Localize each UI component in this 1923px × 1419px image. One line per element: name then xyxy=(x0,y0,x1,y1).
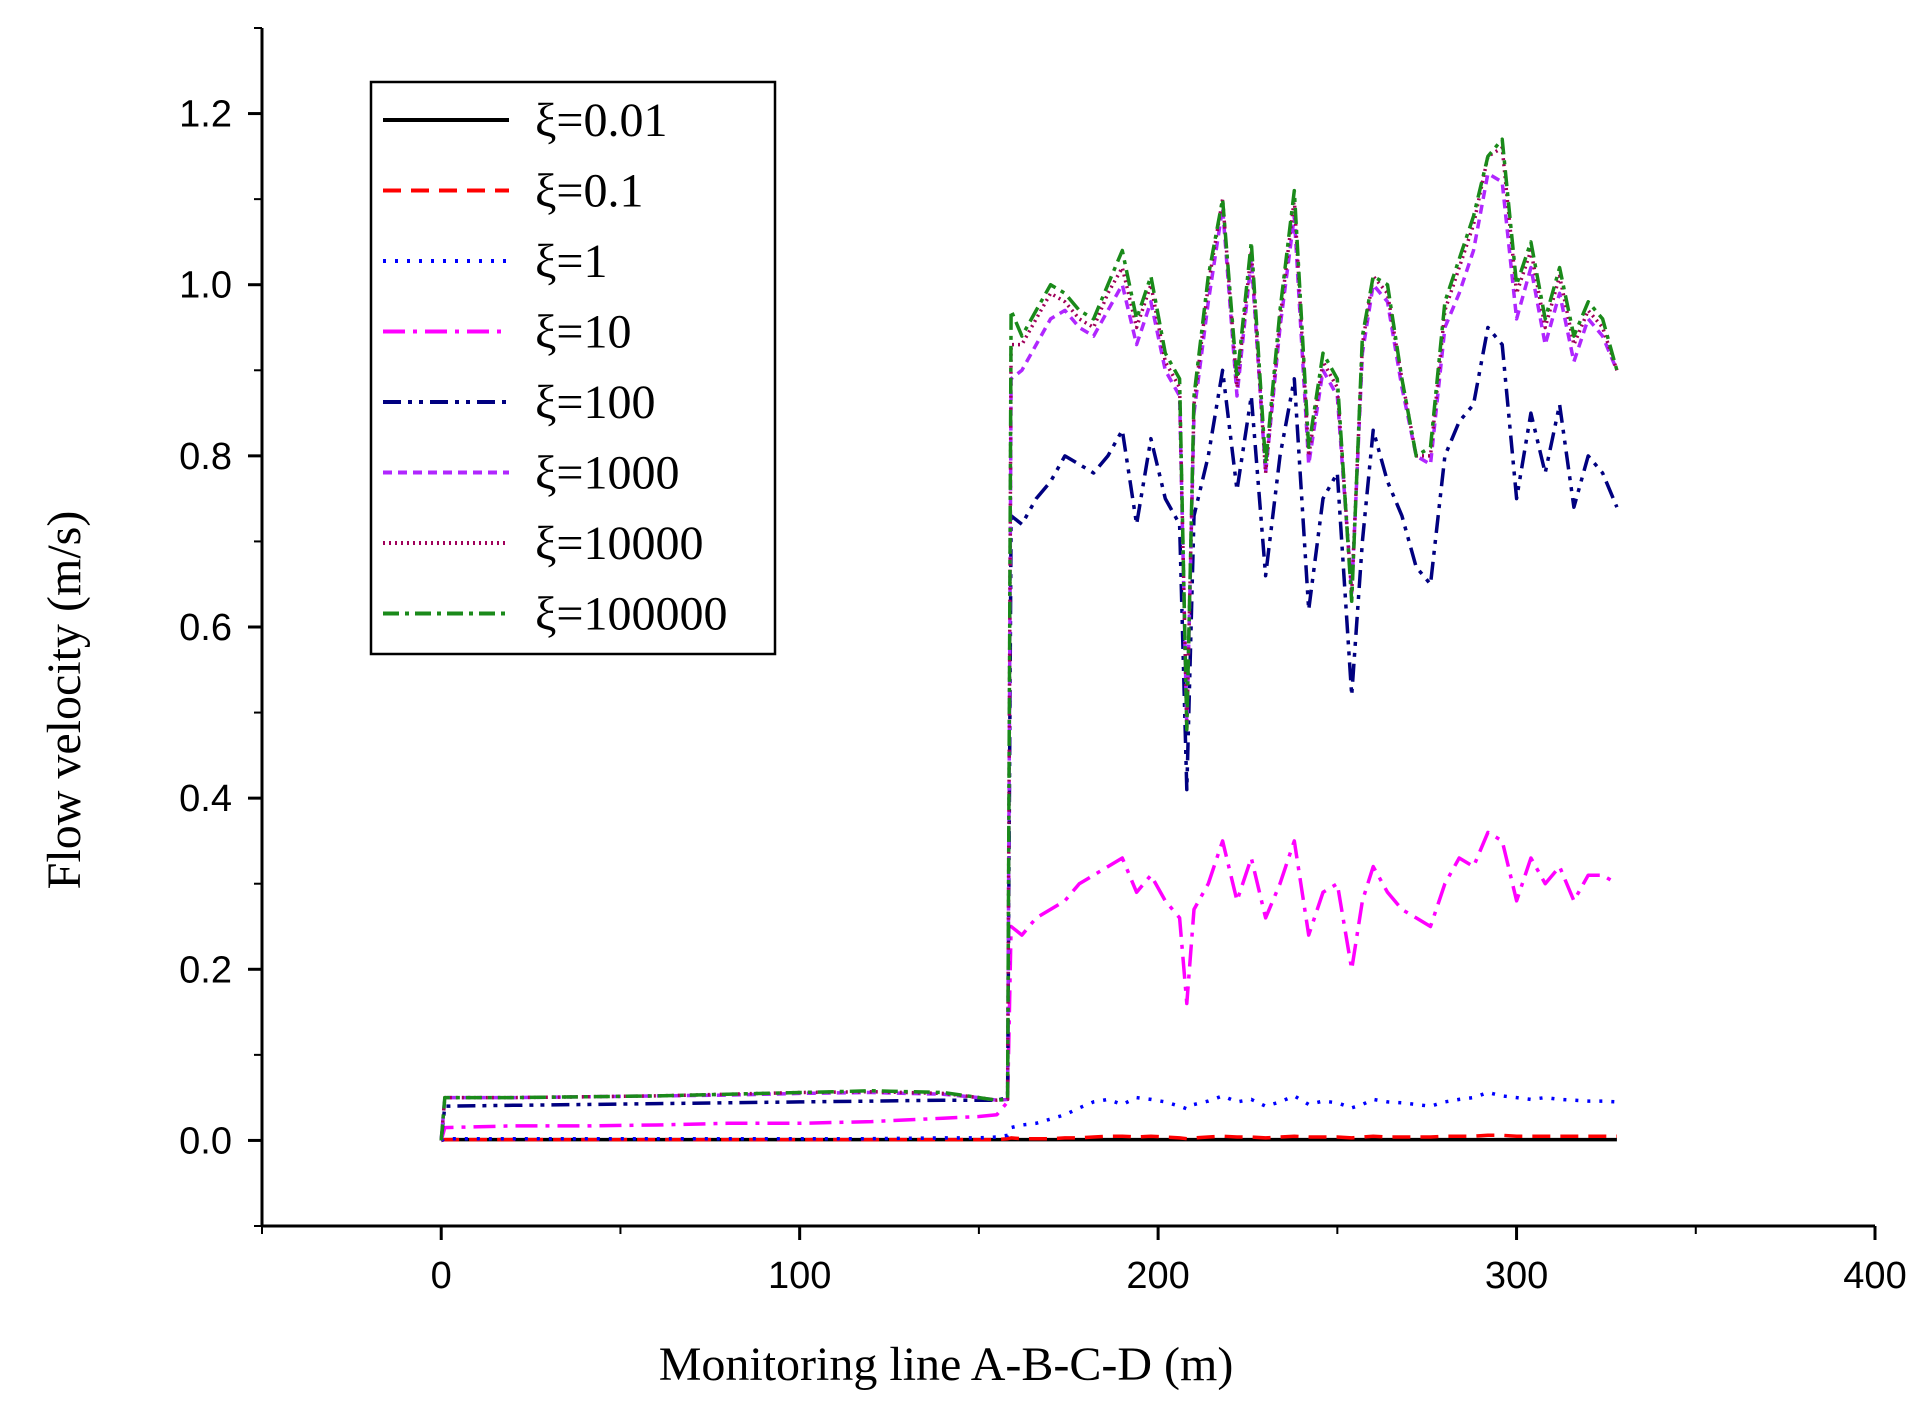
x-axis-title: Monitoring line A-B-C-D (m) xyxy=(659,1338,1234,1391)
x-tick-label: 400 xyxy=(1843,1255,1906,1297)
legend-label: ξ=100000 xyxy=(535,588,727,641)
y-tick-label: 0.0 xyxy=(179,1120,232,1162)
x-tick-label: 0 xyxy=(431,1255,452,1297)
axis-ticks: 0.0 0.2 0.4 0.6 0.8 1.0 1.2 0 100 200 300 400 xyxy=(179,27,1907,1297)
y-tick-label: 1.0 xyxy=(179,265,232,307)
y-tick-label: 0.4 xyxy=(179,778,232,820)
legend-label: ξ=100 xyxy=(535,376,655,429)
legend-label: ξ=1000 xyxy=(535,447,679,500)
legend: ξ=0.01 ξ=0.1 ξ=1 ξ=10 ξ=100 ξ=1000 ξ=10000 ξ=10… xyxy=(369,80,777,656)
legend-label: ξ=0.1 xyxy=(535,165,643,218)
series-line xyxy=(439,137,1619,1141)
legend-label: ξ=0.01 xyxy=(535,94,667,147)
x-tick-label: 200 xyxy=(1126,1255,1189,1297)
y-tick-label: 0.2 xyxy=(179,949,232,991)
y-tick-label: 1.2 xyxy=(179,94,232,136)
legend-label: ξ=10000 xyxy=(535,517,703,570)
series-line xyxy=(439,830,1618,1141)
plot-lines xyxy=(439,137,1619,1143)
axes: 0.0 0.2 0.4 0.6 0.8 1.0 1.2 0 100 200 300 400 xyxy=(179,27,1907,1297)
y-axis-title: Flow velocity (m/s) xyxy=(38,511,91,890)
legend-label: ξ=1 xyxy=(535,235,607,288)
legend-label: ξ=10 xyxy=(535,306,631,359)
y-tick-label: 0.6 xyxy=(179,607,232,649)
y-tick-label: 0.8 xyxy=(179,436,232,478)
legend-box xyxy=(369,80,777,656)
series-line xyxy=(440,1133,1617,1143)
series-line xyxy=(440,1090,1617,1142)
x-tick-label: 300 xyxy=(1485,1255,1548,1297)
x-tick-label: 100 xyxy=(768,1255,831,1297)
